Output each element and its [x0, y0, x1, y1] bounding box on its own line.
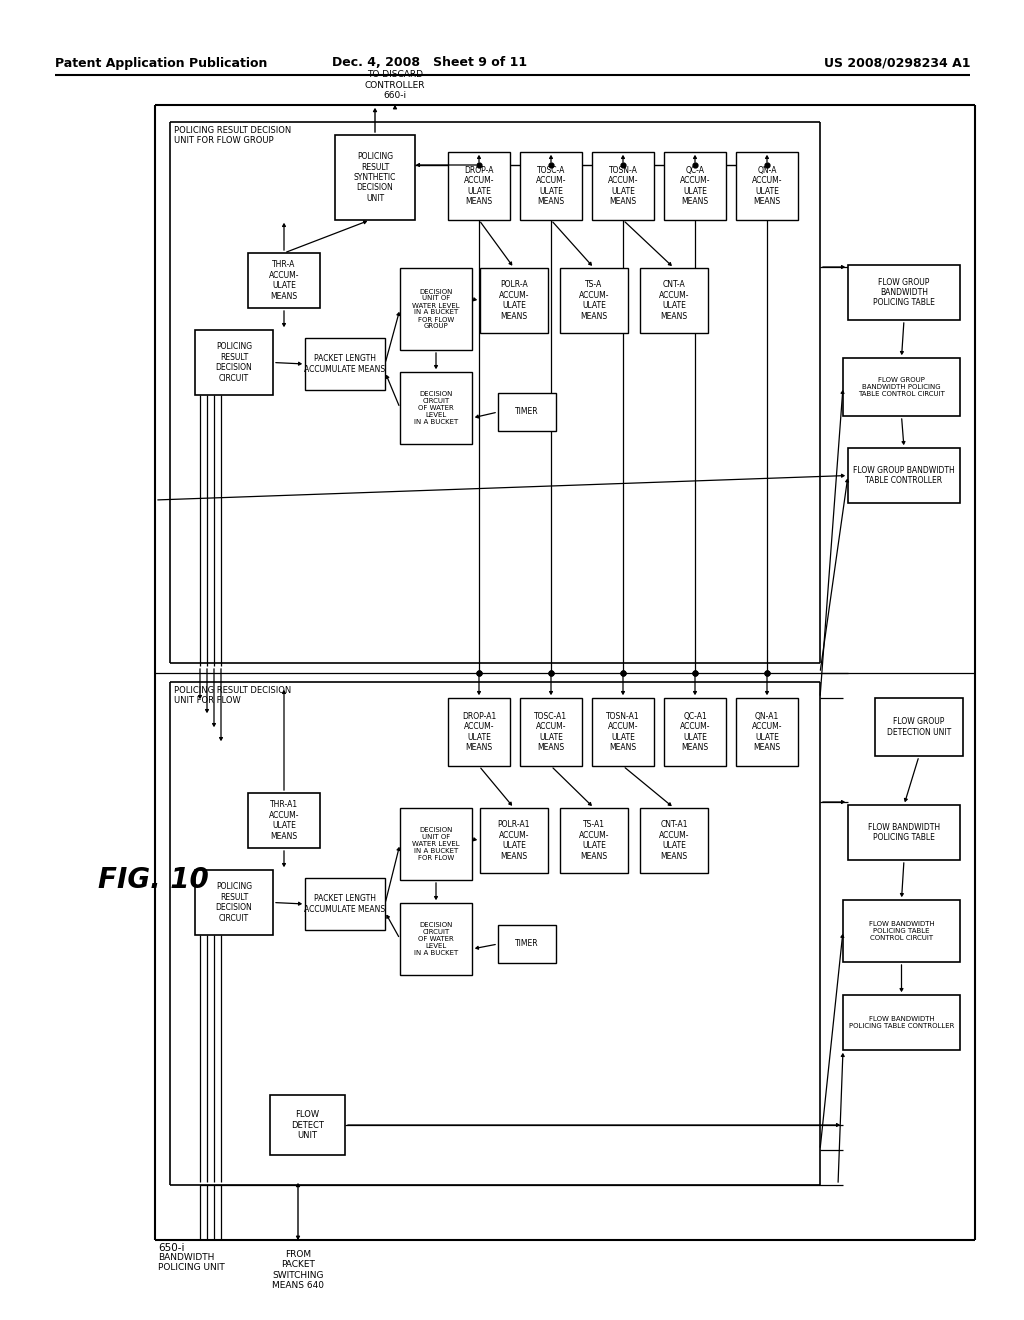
Text: Dec. 4, 2008   Sheet 9 of 11: Dec. 4, 2008 Sheet 9 of 11	[333, 57, 527, 70]
Bar	[640, 268, 708, 333]
Bar	[335, 135, 415, 220]
Text: FIG. 10: FIG. 10	[98, 866, 209, 894]
Bar	[848, 447, 961, 503]
Bar	[592, 698, 654, 766]
Text: FLOW BANDWIDTH
POLICING TABLE
CONTROL CIRCUIT: FLOW BANDWIDTH POLICING TABLE CONTROL CI…	[868, 921, 934, 941]
Bar	[664, 152, 726, 220]
Text: DECISION
UNIT OF
WATER LEVEL
IN A BUCKET
FOR FLOW: DECISION UNIT OF WATER LEVEL IN A BUCKET…	[413, 828, 460, 861]
Text: FLOW BANDWIDTH
POLICING TABLE CONTROLLER: FLOW BANDWIDTH POLICING TABLE CONTROLLER	[849, 1016, 954, 1030]
Bar	[592, 152, 654, 220]
Text: POLICING
RESULT
DECISION
CIRCUIT: POLICING RESULT DECISION CIRCUIT	[216, 882, 252, 923]
Bar	[560, 808, 628, 873]
Text: DECISION
CIRCUIT
OF WATER
LEVEL
IN A BUCKET: DECISION CIRCUIT OF WATER LEVEL IN A BUC…	[414, 921, 458, 956]
Bar	[520, 152, 582, 220]
Bar	[248, 253, 319, 308]
Text: FLOW GROUP
DETECTION UNIT: FLOW GROUP DETECTION UNIT	[887, 717, 951, 737]
Text: THR-A
ACCUM-
ULATE
MEANS: THR-A ACCUM- ULATE MEANS	[268, 260, 299, 301]
Text: QC-A1
ACCUM-
ULATE
MEANS: QC-A1 ACCUM- ULATE MEANS	[680, 711, 711, 752]
Text: DECISION
CIRCUIT
OF WATER
LEVEL
IN A BUCKET: DECISION CIRCUIT OF WATER LEVEL IN A BUC…	[414, 391, 458, 425]
Bar	[848, 805, 961, 861]
Text: TO DISCARD
CONTROLLER
660-i: TO DISCARD CONTROLLER 660-i	[365, 70, 425, 100]
Bar	[400, 903, 472, 975]
Text: 650-i: 650-i	[158, 1243, 184, 1253]
Text: TOSN-A1
ACCUM-
ULATE
MEANS: TOSN-A1 ACCUM- ULATE MEANS	[606, 711, 640, 752]
Text: TS-A
ACCUM-
ULATE
MEANS: TS-A ACCUM- ULATE MEANS	[579, 280, 609, 321]
Text: PACKET LENGTH
ACCUMULATE MEANS: PACKET LENGTH ACCUMULATE MEANS	[304, 895, 386, 913]
Text: US 2008/0298234 A1: US 2008/0298234 A1	[823, 57, 970, 70]
Bar	[640, 808, 708, 873]
Text: TOSC-A
ACCUM-
ULATE
MEANS: TOSC-A ACCUM- ULATE MEANS	[536, 166, 566, 206]
Text: POLICING
RESULT
SYNTHETIC
DECISION
UNIT: POLICING RESULT SYNTHETIC DECISION UNIT	[354, 152, 396, 203]
Bar	[664, 698, 726, 766]
Text: CNT-A
ACCUM-
ULATE
MEANS: CNT-A ACCUM- ULATE MEANS	[658, 280, 689, 321]
Text: PACKET LENGTH
ACCUMULATE MEANS: PACKET LENGTH ACCUMULATE MEANS	[304, 354, 386, 374]
Text: TIMER: TIMER	[515, 408, 539, 417]
Bar	[498, 925, 556, 964]
Bar	[736, 152, 798, 220]
Text: DECISION
UNIT OF
WATER LEVEL
IN A BUCKET
FOR FLOW
GROUP: DECISION UNIT OF WATER LEVEL IN A BUCKET…	[413, 289, 460, 330]
Text: CNT-A1
ACCUM-
ULATE
MEANS: CNT-A1 ACCUM- ULATE MEANS	[658, 821, 689, 861]
Text: QN-A
ACCUM-
ULATE
MEANS: QN-A ACCUM- ULATE MEANS	[752, 166, 782, 206]
Text: TIMER: TIMER	[515, 940, 539, 949]
Text: THR-A1
ACCUM-
ULATE
MEANS: THR-A1 ACCUM- ULATE MEANS	[268, 800, 299, 841]
Text: POLR-A1
ACCUM-
ULATE
MEANS: POLR-A1 ACCUM- ULATE MEANS	[498, 821, 530, 861]
Text: POLICING RESULT DECISION
UNIT FOR FLOW: POLICING RESULT DECISION UNIT FOR FLOW	[174, 686, 291, 705]
Bar	[843, 358, 961, 416]
Text: FLOW GROUP
BANDWIDTH
POLICING TABLE: FLOW GROUP BANDWIDTH POLICING TABLE	[873, 277, 935, 308]
Text: DROP-A
ACCUM-
ULATE
MEANS: DROP-A ACCUM- ULATE MEANS	[464, 166, 495, 206]
Bar	[520, 698, 582, 766]
Text: QN-A1
ACCUM-
ULATE
MEANS: QN-A1 ACCUM- ULATE MEANS	[752, 711, 782, 752]
Text: FLOW GROUP
BANDWIDTH POLICING
TABLE CONTROL CIRCUIT: FLOW GROUP BANDWIDTH POLICING TABLE CONT…	[858, 378, 945, 397]
Bar	[449, 152, 510, 220]
Bar	[736, 698, 798, 766]
Bar	[400, 268, 472, 350]
Bar	[305, 338, 385, 389]
Bar	[843, 995, 961, 1049]
Text: TOSN-A
ACCUM-
ULATE
MEANS: TOSN-A ACCUM- ULATE MEANS	[608, 166, 638, 206]
Text: QC-A
ACCUM-
ULATE
MEANS: QC-A ACCUM- ULATE MEANS	[680, 166, 711, 206]
Text: TS-A1
ACCUM-
ULATE
MEANS: TS-A1 ACCUM- ULATE MEANS	[579, 821, 609, 861]
Bar	[560, 268, 628, 333]
Text: FROM
PACKET
SWITCHING
MEANS 640: FROM PACKET SWITCHING MEANS 640	[272, 1250, 324, 1290]
Bar	[843, 900, 961, 962]
Text: FLOW
DETECT
UNIT: FLOW DETECT UNIT	[291, 1110, 324, 1140]
Text: BANDWIDTH
POLICING UNIT: BANDWIDTH POLICING UNIT	[158, 1253, 224, 1272]
Text: TOSC-A1
ACCUM-
ULATE
MEANS: TOSC-A1 ACCUM- ULATE MEANS	[535, 711, 567, 752]
Text: FLOW BANDWIDTH
POLICING TABLE: FLOW BANDWIDTH POLICING TABLE	[868, 822, 940, 842]
Text: FLOW GROUP BANDWIDTH
TABLE CONTROLLER: FLOW GROUP BANDWIDTH TABLE CONTROLLER	[853, 466, 954, 486]
Bar	[270, 1096, 345, 1155]
Bar	[195, 870, 273, 935]
Bar	[480, 268, 548, 333]
Text: DROP-A1
ACCUM-
ULATE
MEANS: DROP-A1 ACCUM- ULATE MEANS	[462, 711, 496, 752]
Bar	[248, 793, 319, 847]
Bar	[305, 878, 385, 931]
Bar	[449, 698, 510, 766]
Bar	[400, 372, 472, 444]
Bar	[480, 808, 548, 873]
Text: POLICING RESULT DECISION
UNIT FOR FLOW GROUP: POLICING RESULT DECISION UNIT FOR FLOW G…	[174, 125, 291, 145]
Bar	[195, 330, 273, 395]
Bar	[874, 698, 963, 756]
Text: Patent Application Publication: Patent Application Publication	[55, 57, 267, 70]
Text: POLR-A
ACCUM-
ULATE
MEANS: POLR-A ACCUM- ULATE MEANS	[499, 280, 529, 321]
Text: POLICING
RESULT
DECISION
CIRCUIT: POLICING RESULT DECISION CIRCUIT	[216, 342, 252, 383]
Bar	[400, 808, 472, 880]
Bar	[498, 393, 556, 432]
Bar	[848, 265, 961, 319]
